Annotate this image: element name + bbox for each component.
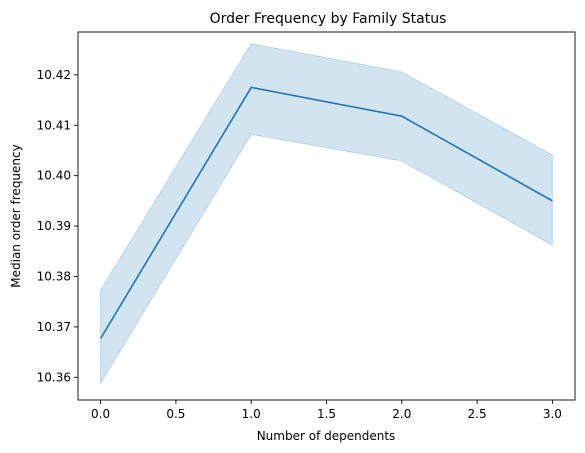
x-tick-label: 1.5: [317, 407, 336, 421]
x-tick-label: 3.0: [543, 407, 562, 421]
x-tick-label: 0.5: [166, 407, 185, 421]
x-tick-label: 2.5: [468, 407, 487, 421]
x-axis: 0.0 0.5 1.0 1.5 2.0 2.5 3.0: [91, 400, 562, 421]
y-tick-label: 10.38: [37, 269, 71, 283]
series-line: [99, 86, 553, 339]
y-tick-label: 10.41: [37, 118, 71, 132]
x-tick-label: 0.0: [91, 407, 110, 421]
y-tick-label: 10.37: [37, 320, 71, 334]
y-tick-label: 10.36: [37, 370, 71, 384]
plot-area: [99, 43, 553, 386]
y-tick-label: 10.42: [37, 68, 71, 82]
x-axis-label: Number of dependents: [257, 429, 396, 443]
y-tick-label: 10.40: [37, 169, 71, 183]
y-tick-label: 10.39: [37, 219, 71, 233]
x-tick-label: 2.0: [392, 407, 411, 421]
confidence-band: [100, 43, 553, 386]
y-axis-label: Median order frequency: [9, 144, 23, 287]
chart-title: Order Frequency by Family Status: [210, 11, 447, 27]
y-axis: 10.36 10.37 10.38 10.39 10.40 10.41 10.42: [37, 68, 78, 384]
x-tick-label: 1.0: [242, 407, 261, 421]
